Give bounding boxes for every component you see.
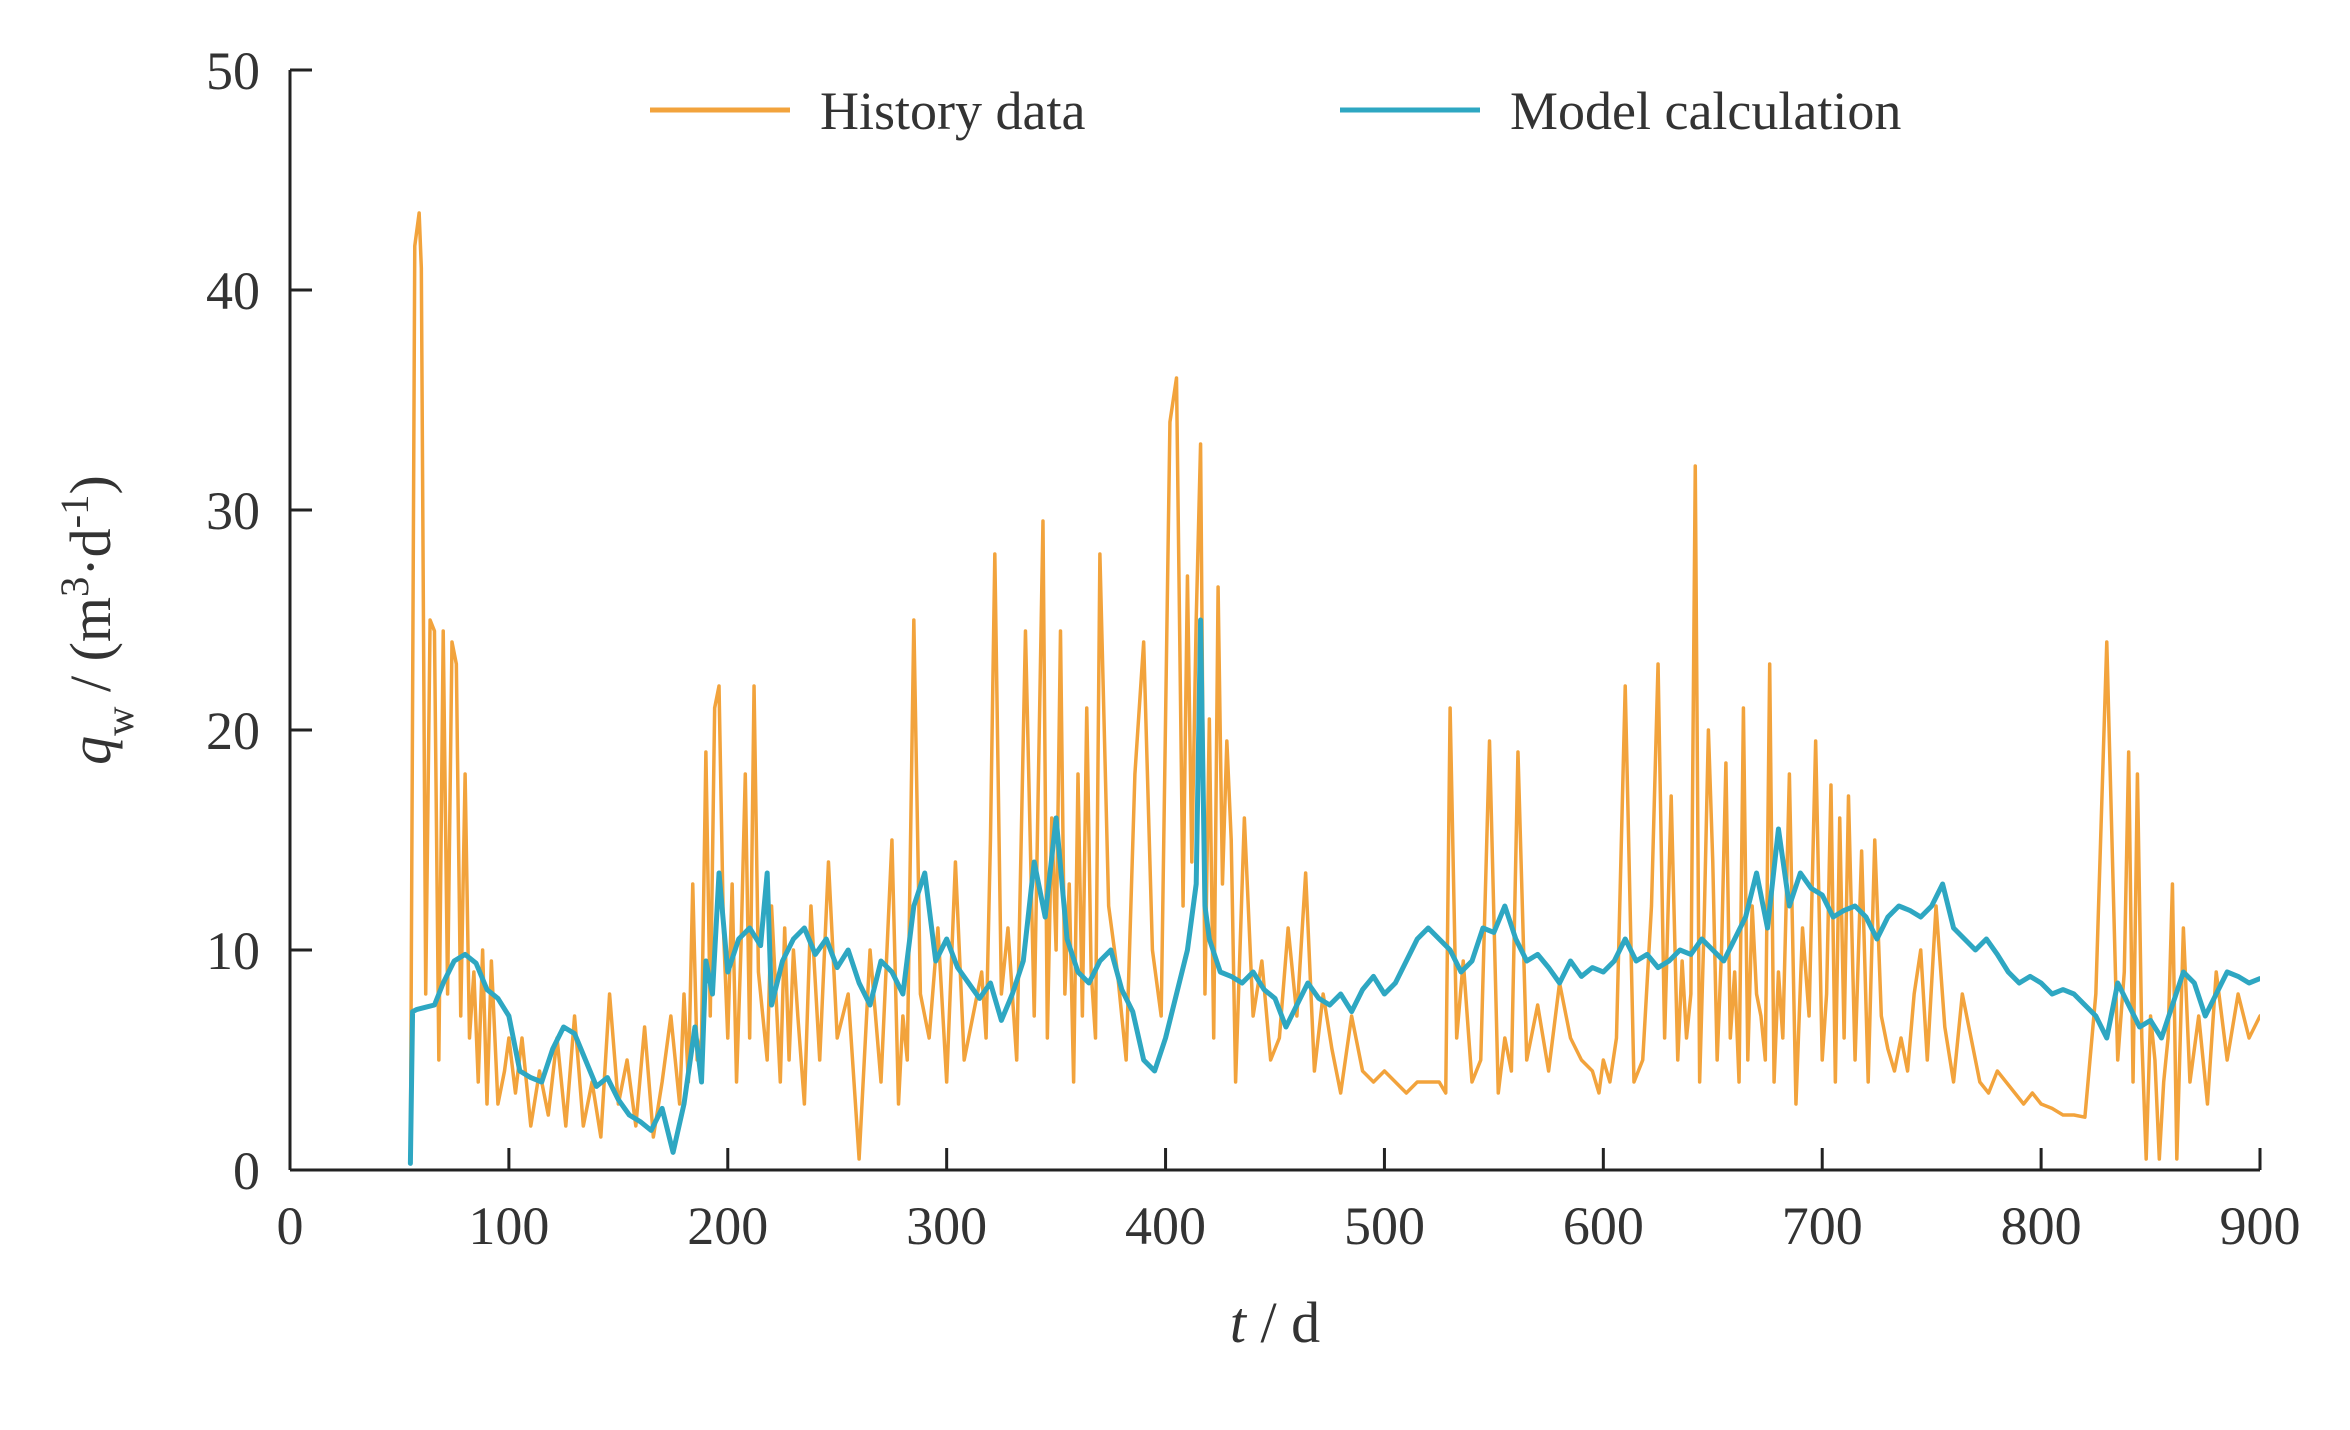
x-tick-label: 900	[2220, 1196, 2301, 1256]
x-tick-label: 300	[906, 1196, 987, 1256]
y-tick-label: 50	[206, 41, 260, 101]
legend-label: Model calculation	[1510, 81, 1901, 141]
y-tick-label: 40	[206, 261, 260, 321]
chart-container: 010203040500100200300400500600700800900t…	[0, 0, 2350, 1430]
y-tick-label: 10	[206, 921, 260, 981]
x-tick-label: 700	[1782, 1196, 1863, 1256]
x-axis-label: t / d	[1230, 1290, 1320, 1355]
x-tick-label: 0	[277, 1196, 304, 1256]
y-tick-label: 20	[206, 701, 260, 761]
line-chart: 010203040500100200300400500600700800900t…	[0, 0, 2350, 1430]
x-tick-label: 800	[2001, 1196, 2082, 1256]
y-tick-label: 0	[233, 1141, 260, 1201]
x-tick-label: 100	[468, 1196, 549, 1256]
x-tick-label: 400	[1125, 1196, 1206, 1256]
x-tick-label: 600	[1563, 1196, 1644, 1256]
x-tick-label: 500	[1344, 1196, 1425, 1256]
y-tick-label: 30	[206, 481, 260, 541]
legend-label: History data	[820, 81, 1085, 141]
x-tick-label: 200	[687, 1196, 768, 1256]
